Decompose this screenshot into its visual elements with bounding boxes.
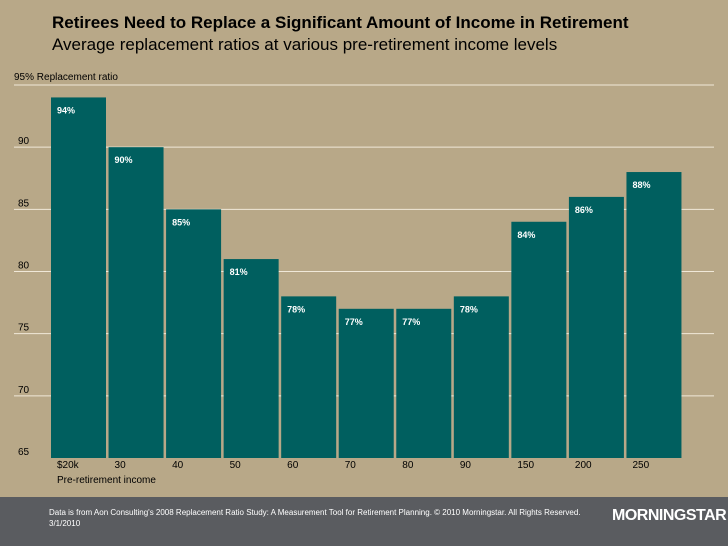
x-tick-label: 30 <box>115 460 127 471</box>
bar <box>396 308 452 458</box>
data-label: 77% <box>345 317 363 327</box>
x-tick-label: 250 <box>632 460 649 471</box>
x-tick-label: 60 <box>287 460 299 471</box>
y-tick-label: 70 <box>18 385 30 396</box>
bar <box>511 221 567 458</box>
source-note: Data is from Aon Consulting's 2008 Repla… <box>49 507 581 529</box>
y-tick-label: 90 <box>18 136 30 147</box>
y-tick-label: 80 <box>18 261 30 272</box>
data-label: 94% <box>57 105 75 115</box>
x-tick-label: 70 <box>345 460 357 471</box>
data-label: 77% <box>402 317 420 327</box>
data-label: 81% <box>230 267 248 277</box>
x-tick-label: $20k <box>57 460 80 471</box>
source-text: Data is from Aon Consulting's 2008 Repla… <box>49 508 581 517</box>
x-tick-label: 200 <box>575 460 592 471</box>
y-tick-label: 65 <box>18 447 30 458</box>
y-axis-label: 95% Replacement ratio <box>14 72 118 83</box>
x-tick-label: 40 <box>172 460 184 471</box>
x-axis-label: Pre-retirement income <box>57 475 156 486</box>
bar <box>281 296 337 458</box>
chart-subtitle: Average replacement ratios at various pr… <box>52 35 558 54</box>
x-tick-label: 90 <box>460 460 472 471</box>
chart-title: Retirees Need to Replace a Significant A… <box>52 13 629 32</box>
x-tick-label: 80 <box>402 460 414 471</box>
data-label: 88% <box>632 180 650 190</box>
data-label: 85% <box>172 217 190 227</box>
data-label: 78% <box>460 304 478 314</box>
y-tick-label: 85 <box>18 198 30 209</box>
data-label: 78% <box>287 304 305 314</box>
x-tick-label: 150 <box>517 460 534 471</box>
bar <box>51 97 106 458</box>
bar <box>626 172 682 459</box>
date-text: 3/1/2010 <box>49 519 81 528</box>
bar <box>568 196 624 458</box>
bar <box>108 147 164 458</box>
data-label: 86% <box>575 205 593 215</box>
bar <box>453 296 509 458</box>
footer-bar <box>0 497 728 546</box>
data-label: 84% <box>517 230 535 240</box>
morningstar-logo: MORNINGSTAR <box>612 507 727 524</box>
bar-chart: 95% Replacement ratio 90 85 80 75 70 65 94% $20k… <box>14 72 714 486</box>
y-tick-label: 75 <box>18 323 30 334</box>
bar <box>338 308 394 458</box>
bar <box>166 209 222 458</box>
bar <box>223 259 279 458</box>
x-tick-label: 50 <box>230 460 242 471</box>
data-label: 90% <box>115 155 133 165</box>
